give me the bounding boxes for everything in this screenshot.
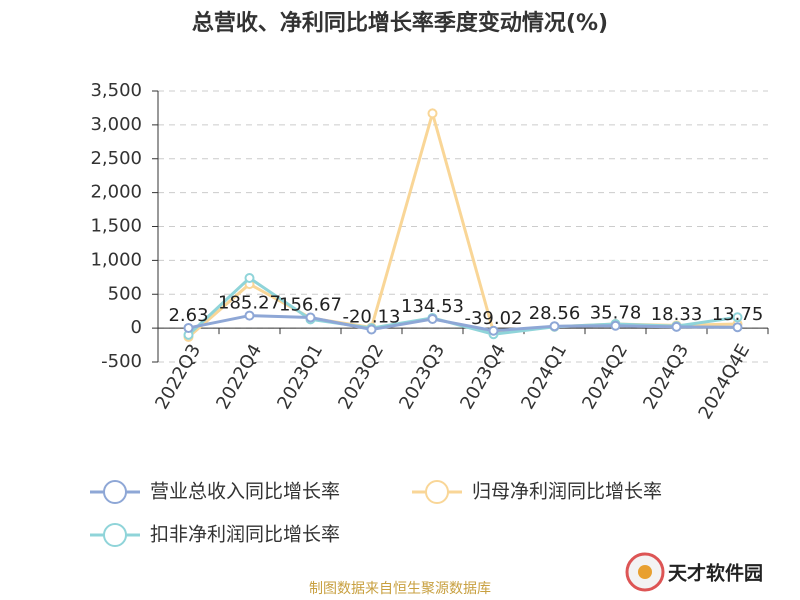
legend-marker (425, 480, 449, 504)
data-label: 2.63 (168, 305, 208, 326)
y-tick-label: 3,000 (90, 114, 142, 135)
data-point (671, 321, 682, 332)
data-label: 35.78 (590, 303, 642, 324)
data-point (610, 320, 621, 331)
x-tick-label: 2023Q4 (456, 341, 510, 413)
data-point (488, 325, 499, 336)
data-point (549, 321, 560, 332)
data-point (366, 324, 377, 335)
x-tick-label: 2024Q1 (517, 341, 571, 413)
y-tick-label: 2,000 (90, 182, 142, 203)
x-tick-label: 2023Q2 (334, 341, 388, 413)
y-tick-label: 500 (108, 283, 142, 304)
data-label: 185.27 (218, 293, 281, 314)
x-tick-label: 2024Q2 (578, 341, 632, 413)
data-label: 28.56 (529, 303, 581, 324)
data-label: 18.33 (651, 304, 703, 325)
y-tick-label: 1,000 (90, 249, 142, 270)
legend-item: 营业总收入同比增长率 (90, 480, 340, 504)
y-tick-label: 0 (131, 317, 142, 338)
data-label: -20.13 (342, 306, 400, 327)
logo (625, 552, 665, 592)
chart-title: 总营收、净利同比增长率季度变动情况(%) (192, 10, 608, 36)
data-point (244, 310, 255, 321)
source-note: 制图数据来自恒生聚源数据库 (309, 581, 491, 597)
data-label: 134.53 (401, 296, 464, 317)
x-tick-label: 2023Q3 (395, 341, 449, 413)
x-tick-label: 2024Q3 (639, 341, 693, 413)
legend-item: 归母净利润同比增长率 (412, 480, 662, 504)
data-label: 156.67 (279, 295, 342, 316)
data-label: -39.02 (464, 308, 522, 329)
y-tick-label: 3,500 (90, 80, 142, 101)
x-tick-label: 2024Q4E (695, 341, 755, 423)
legend-item: 扣非净利润同比增长率 (90, 523, 340, 547)
series-line (188, 314, 738, 333)
data-point (244, 272, 255, 283)
data-point (732, 312, 743, 323)
legend-label: 扣非净利润同比增长率 (150, 524, 340, 546)
legend-label: 营业总收入同比增长率 (150, 481, 340, 503)
y-tick-label: 2,500 (90, 148, 142, 169)
legend-marker (103, 523, 127, 547)
legend-marker (103, 480, 127, 504)
y-tick-label: -500 (101, 351, 142, 372)
y-tick-label: 1,500 (90, 216, 142, 237)
data-label: 13.75 (712, 304, 764, 325)
data-point (427, 108, 438, 119)
data-point (305, 312, 316, 323)
x-tick-label: 2023Q1 (273, 341, 327, 413)
x-tick-label: 2022Q3 (151, 341, 205, 413)
data-point (732, 322, 743, 333)
data-point (183, 322, 194, 333)
data-point (427, 314, 438, 325)
x-tick-label: 2022Q4 (212, 341, 266, 413)
legend-label: 归母净利润同比增长率 (472, 481, 662, 503)
watermark: 天才软件园 (668, 562, 763, 585)
